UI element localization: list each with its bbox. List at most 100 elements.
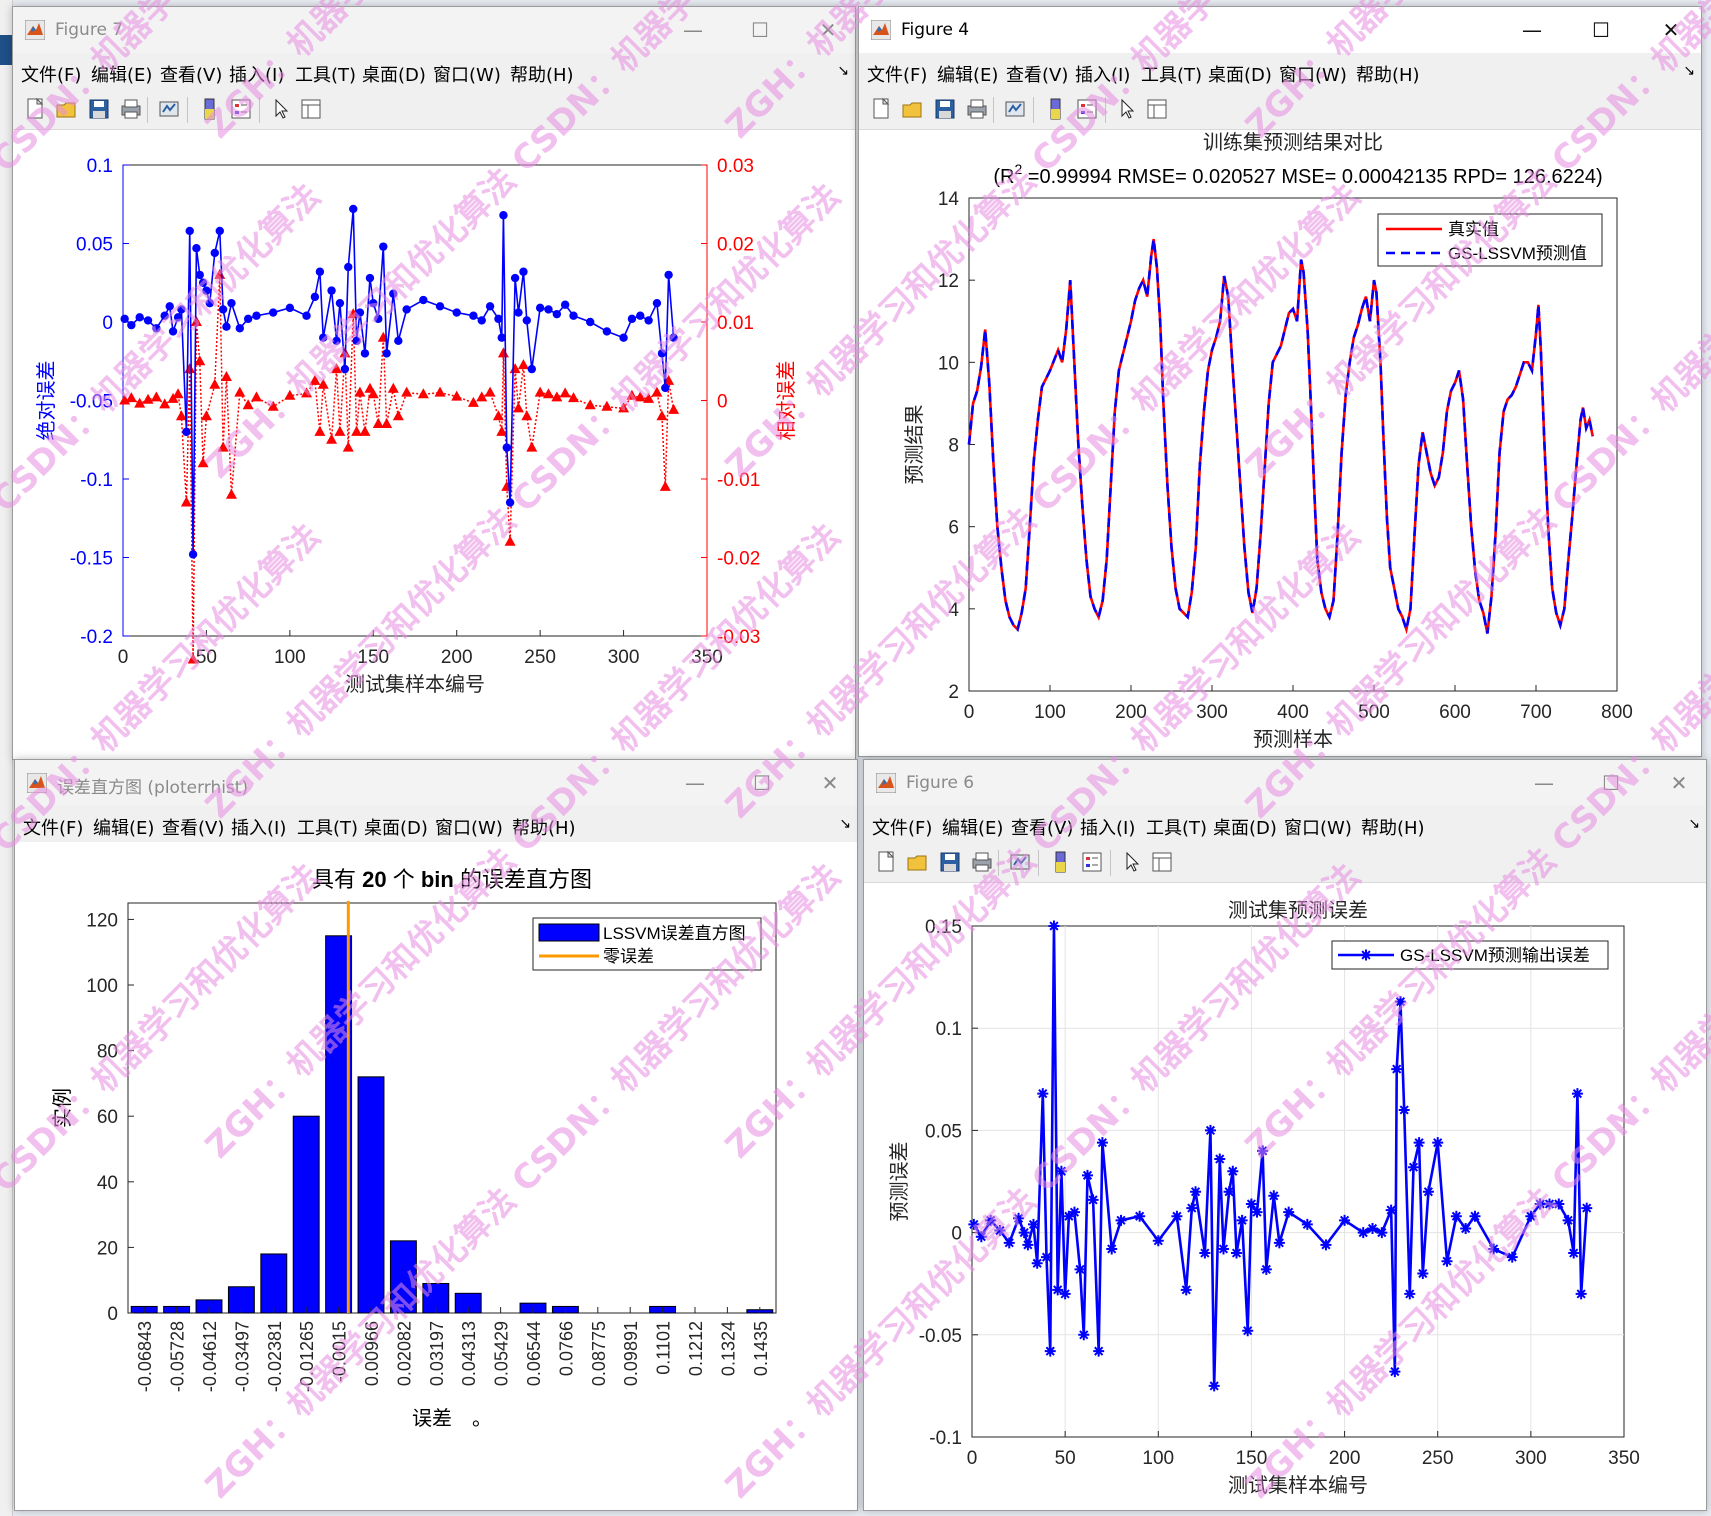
dock-arrow-icon[interactable]: ↘: [1688, 816, 1700, 832]
errhist-window[interactable]: 误差直方图 (ploterrhist) — ☐ ✕ 文件(F) 编辑(E) 查看(V…: [14, 759, 858, 1511]
link-plot-icon[interactable]: [157, 97, 181, 121]
edit-plot-arrow-icon[interactable]: [1120, 850, 1144, 874]
maximize-icon[interactable]: ☐: [1592, 18, 1610, 42]
menu-item[interactable]: 文件(F): [872, 818, 933, 839]
menu-item[interactable]: 窗口(W): [1284, 818, 1352, 839]
maximize-icon[interactable]: ☐: [1602, 771, 1620, 795]
new-figure-icon[interactable]: [23, 97, 47, 121]
menu-item[interactable]: 桌面(D): [1213, 818, 1277, 839]
minimize-icon[interactable]: —: [683, 18, 703, 42]
menu-item[interactable]: 工具(T): [1141, 65, 1203, 86]
menu-item[interactable]: 文件(F): [23, 818, 84, 839]
menu-item[interactable]: 窗口(W): [1279, 65, 1347, 86]
absolute-error-point: [644, 316, 653, 325]
minimize-icon[interactable]: —: [1522, 18, 1542, 42]
menu-item[interactable]: 桌面(D): [362, 65, 426, 86]
edit-plot-arrow-icon[interactable]: [1115, 97, 1139, 121]
figure6-titlebar[interactable]: Figure 6 — ☐ ✕: [864, 760, 1706, 806]
histogram-bar: [389, 1240, 417, 1314]
prediction-error-point: [1568, 1247, 1580, 1259]
colorbar-icon[interactable]: [197, 97, 221, 121]
relative-error-point: [197, 457, 209, 468]
legend-icon[interactable]: [1080, 850, 1104, 874]
x-tick-label: 0: [964, 702, 975, 723]
colorbar-icon[interactable]: [1043, 97, 1067, 121]
close-icon[interactable]: ✕: [1662, 18, 1680, 42]
menu-item[interactable]: 编辑(E): [937, 65, 999, 86]
colorbar-icon[interactable]: [1048, 850, 1072, 874]
maximize-icon[interactable]: ☐: [751, 18, 769, 42]
prediction-error-point: [1417, 1267, 1429, 1279]
absolute-error-point: [374, 314, 383, 324]
open-file-icon[interactable]: [906, 850, 930, 874]
close-icon[interactable]: ✕: [1670, 771, 1688, 795]
link-plot-icon[interactable]: [1003, 97, 1027, 121]
figure4-titlebar[interactable]: Figure 4 — ☐ ✕: [859, 7, 1701, 53]
menu-item[interactable]: 编辑(E): [93, 818, 155, 839]
save-icon[interactable]: [87, 97, 111, 121]
menu-item[interactable]: 桌面(D): [364, 818, 428, 839]
menu-item[interactable]: 查看(V): [1011, 818, 1074, 839]
menu-item[interactable]: 插入(I): [1080, 818, 1136, 839]
property-inspector-icon[interactable]: [1145, 97, 1169, 121]
figure4-window[interactable]: Figure 4 — ☐ ✕ 文件(F) 编辑(E) 查看(V) 插入(I) 工具(T)…: [858, 6, 1702, 757]
menu-item[interactable]: 帮助(H): [1356, 65, 1420, 86]
menu-item[interactable]: 桌面(D): [1208, 65, 1272, 86]
save-icon[interactable]: [933, 97, 957, 121]
dock-arrow-icon[interactable]: ↘: [839, 816, 851, 832]
relative-error-point: [551, 391, 563, 402]
menu-item[interactable]: 工具(T): [1146, 818, 1208, 839]
print-icon[interactable]: [970, 850, 994, 874]
dock-arrow-icon[interactable]: ↘: [1683, 63, 1695, 79]
edit-plot-arrow-icon[interactable]: [269, 97, 293, 121]
save-icon[interactable]: [938, 850, 962, 874]
menu-item[interactable]: 查看(V): [1006, 65, 1069, 86]
menu-item[interactable]: 插入(I): [1075, 65, 1131, 86]
menu-item[interactable]: 工具(T): [295, 65, 357, 86]
menu-item[interactable]: 帮助(H): [1361, 818, 1425, 839]
toolbar-separator: [187, 97, 188, 123]
property-inspector-icon[interactable]: [299, 97, 323, 121]
property-inspector-icon[interactable]: [1150, 850, 1174, 874]
menu-item[interactable]: 编辑(E): [91, 65, 153, 86]
menu-item[interactable]: 查看(V): [160, 65, 223, 86]
menu-item[interactable]: 工具(T): [297, 818, 359, 839]
legend-icon[interactable]: [1075, 97, 1099, 121]
menu-item[interactable]: 窗口(W): [435, 818, 503, 839]
minimize-icon[interactable]: —: [685, 771, 705, 795]
menu-item[interactable]: 文件(F): [21, 65, 82, 86]
close-icon[interactable]: ✕: [819, 18, 837, 42]
legend-icon[interactable]: [229, 97, 253, 121]
y-tick-label: 0.1: [936, 1019, 962, 1040]
legend-label: LSSVM误差直方图: [603, 924, 746, 943]
link-plot-icon[interactable]: [1008, 850, 1032, 874]
menu-item[interactable]: 插入(I): [231, 818, 287, 839]
menu-item[interactable]: 帮助(H): [512, 818, 576, 839]
menu-item[interactable]: 窗口(W): [433, 65, 501, 86]
prediction-error-point: [1106, 1243, 1118, 1255]
figure4-chart: 训练集预测结果对比(R2 =0.99994 RMSE= 0.020527 MSE…: [903, 131, 1633, 751]
open-file-icon[interactable]: [55, 97, 79, 121]
close-icon[interactable]: ✕: [821, 771, 839, 795]
menu-item[interactable]: 插入(I): [229, 65, 285, 86]
print-icon[interactable]: [965, 97, 989, 121]
maximize-icon[interactable]: ☐: [753, 771, 771, 795]
new-figure-icon[interactable]: [869, 97, 893, 121]
minimize-icon[interactable]: —: [1534, 771, 1554, 795]
menu-item[interactable]: 编辑(E): [942, 818, 1004, 839]
menu-item[interactable]: 查看(V): [162, 818, 225, 839]
dock-arrow-icon[interactable]: ↘: [837, 63, 849, 79]
menu-item[interactable]: 帮助(H): [510, 65, 574, 86]
errhist-titlebar[interactable]: 误差直方图 (ploterrhist) — ☐ ✕: [15, 760, 857, 806]
figure7-titlebar[interactable]: Figure 7 — ☐ ✕: [13, 7, 855, 53]
y-tick-label: 20: [97, 1238, 118, 1259]
relative-error-point: [359, 425, 371, 436]
prediction-error-point: [1027, 1218, 1039, 1230]
figure7-window[interactable]: Figure 7 — ☐ ✕ 文件(F) 编辑(E) 查看(V) 插入(I) 工具(T)…: [12, 6, 856, 760]
menu-item[interactable]: 文件(F): [867, 65, 928, 86]
print-icon[interactable]: [119, 97, 143, 121]
open-file-icon[interactable]: [901, 97, 925, 121]
prediction-error-point: [1339, 1214, 1351, 1226]
figure6-window[interactable]: Figure 6 — ☐ ✕ 文件(F) 编辑(E) 查看(V) 插入(I) 工具(T)…: [863, 759, 1707, 1511]
new-figure-icon[interactable]: [874, 850, 898, 874]
